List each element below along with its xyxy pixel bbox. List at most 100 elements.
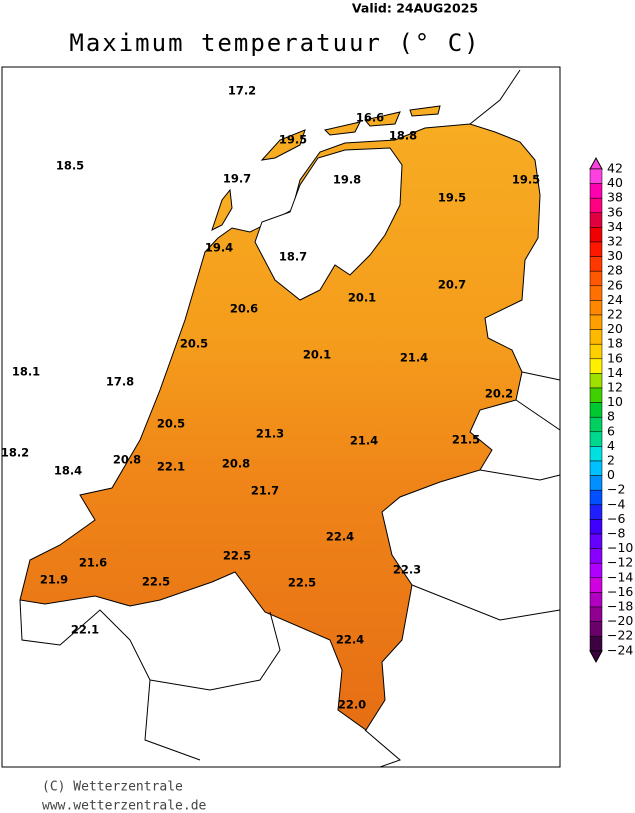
colorbar-bin xyxy=(589,475,603,491)
colorbar-label: −14 xyxy=(607,569,633,584)
colorbar-bin xyxy=(589,256,603,272)
temperature-label: 22.5 xyxy=(288,576,316,590)
borders-east xyxy=(411,69,561,621)
temperature-label: 20.5 xyxy=(157,417,185,431)
colorbar-label: −24 xyxy=(607,642,633,657)
temperature-label: 22.5 xyxy=(223,549,251,563)
colorbar-bin xyxy=(589,577,603,593)
temperature-label: 22.1 xyxy=(71,623,99,637)
colorbar-label: 8 xyxy=(607,409,615,424)
ijsselmeer xyxy=(254,147,403,301)
colorbar-bin xyxy=(589,168,603,184)
colorbar-label: 0 xyxy=(607,467,615,482)
colorbar-label: −6 xyxy=(607,511,625,526)
colorbar-label: −8 xyxy=(607,526,625,541)
colorbar-bin xyxy=(589,300,603,316)
colorbar-bin xyxy=(589,548,603,564)
colorbar-label: 28 xyxy=(607,263,623,278)
colorbar-arrow-top xyxy=(589,156,603,170)
colorbar-label: 4 xyxy=(607,438,615,453)
temperature-label: 19.5 xyxy=(512,173,540,187)
temperature-label: 17.8 xyxy=(106,375,134,389)
colorbar-label: −10 xyxy=(607,540,633,555)
temperature-label: 18.5 xyxy=(56,159,84,173)
colorbar-label: 20 xyxy=(607,321,623,336)
colorbar: 424038363432302826242220181614121086420−… xyxy=(589,156,633,664)
colorbar-label: 38 xyxy=(607,190,623,205)
copyright: (C) Wetterzentrale xyxy=(42,780,183,795)
colorbar-label: −16 xyxy=(607,584,633,599)
colorbar-bin xyxy=(589,285,603,301)
temperature-label: 17.2 xyxy=(228,84,256,98)
temperature-label: 22.3 xyxy=(393,563,421,577)
temperature-label: 18.2 xyxy=(1,446,29,460)
temperature-label: 22.1 xyxy=(157,460,185,474)
colorbar-label: 22 xyxy=(607,307,623,322)
temperature-label: 20.2 xyxy=(485,387,513,401)
temperature-labels: 17.2 16.6 19.5 18.8 18.5 19.7 19.8 19.5 19.5 19.4… xyxy=(1,84,540,712)
colorbar-label: 24 xyxy=(607,292,623,307)
temperature-label: 21.9 xyxy=(40,573,68,587)
colorbar-bin xyxy=(589,606,603,622)
colorbar-bin xyxy=(589,446,603,462)
colorbar-label: 12 xyxy=(607,380,623,395)
colorbar-bin xyxy=(589,635,603,652)
temperature-label: 21.5 xyxy=(452,433,480,447)
colorbar-bin xyxy=(589,489,603,506)
colorbar-bin xyxy=(589,227,603,243)
temperature-label: 21.6 xyxy=(79,556,107,570)
temperature-label: 22.0 xyxy=(338,698,366,712)
temperature-label: 18.1 xyxy=(12,365,40,379)
colorbar-label: 14 xyxy=(607,365,623,380)
temperature-label: 18.4 xyxy=(54,464,82,478)
colorbar-label: 2 xyxy=(607,453,615,468)
colorbar-label: 18 xyxy=(607,336,623,351)
map-title: Maximum temperatuur (° C) xyxy=(69,29,480,57)
colorbar-bin xyxy=(589,504,603,520)
colorbar-label: 10 xyxy=(607,394,623,409)
colorbar-label: 42 xyxy=(607,161,623,176)
valid-date: Valid: 24AUG2025 xyxy=(352,1,478,16)
colorbar-label: −22 xyxy=(607,628,633,643)
colorbar-bin xyxy=(589,533,603,549)
temperature-label: 20.1 xyxy=(303,348,331,362)
colorbar-label: −2 xyxy=(607,482,625,497)
colorbar-label: 40 xyxy=(607,175,623,190)
colorbar-bin xyxy=(589,431,603,447)
temperature-label: 19.5 xyxy=(279,133,307,147)
map: 17.2 16.6 19.5 18.8 18.5 19.7 19.8 19.5 19.5 19.4… xyxy=(1,66,561,768)
colorbar-bin xyxy=(589,241,603,257)
colorbar-label: 16 xyxy=(607,350,623,365)
colorbar-bin xyxy=(589,314,603,330)
colorbar-bin xyxy=(589,402,603,418)
temperature-label: 16.6 xyxy=(356,111,384,125)
colorbar-label: −18 xyxy=(607,599,633,614)
temperature-label: 20.7 xyxy=(438,278,466,292)
colorbar-bin xyxy=(589,621,603,637)
temperature-label: 20.5 xyxy=(180,337,208,351)
temperature-label: 18.8 xyxy=(389,129,417,143)
colorbar-label: 6 xyxy=(607,423,615,438)
temperature-label: 18.7 xyxy=(279,250,307,264)
colorbar-label: 36 xyxy=(607,204,623,219)
colorbar-label: −4 xyxy=(607,496,625,511)
temperature-label: 20.8 xyxy=(222,457,250,471)
colorbar-bin xyxy=(589,387,603,403)
temperature-label: 19.5 xyxy=(438,191,466,205)
temperature-label: 21.4 xyxy=(350,434,378,448)
wadden-islands xyxy=(260,105,441,161)
colorbar-bin xyxy=(589,592,603,608)
temperature-label: 19.7 xyxy=(223,172,251,186)
temperature-label: 20.6 xyxy=(230,302,258,316)
colorbar-bin xyxy=(589,373,603,389)
temperature-label: 21.3 xyxy=(256,427,284,441)
temperature-label: 21.7 xyxy=(251,484,279,498)
colorbar-bin xyxy=(589,358,603,374)
colorbar-bin xyxy=(589,343,603,360)
temperature-label: 19.8 xyxy=(333,173,361,187)
colorbar-bin xyxy=(589,562,603,579)
colorbar-label: 32 xyxy=(607,234,623,249)
source-url: www.wetterzentrale.de xyxy=(42,799,207,813)
colorbar-label: 34 xyxy=(607,219,623,234)
